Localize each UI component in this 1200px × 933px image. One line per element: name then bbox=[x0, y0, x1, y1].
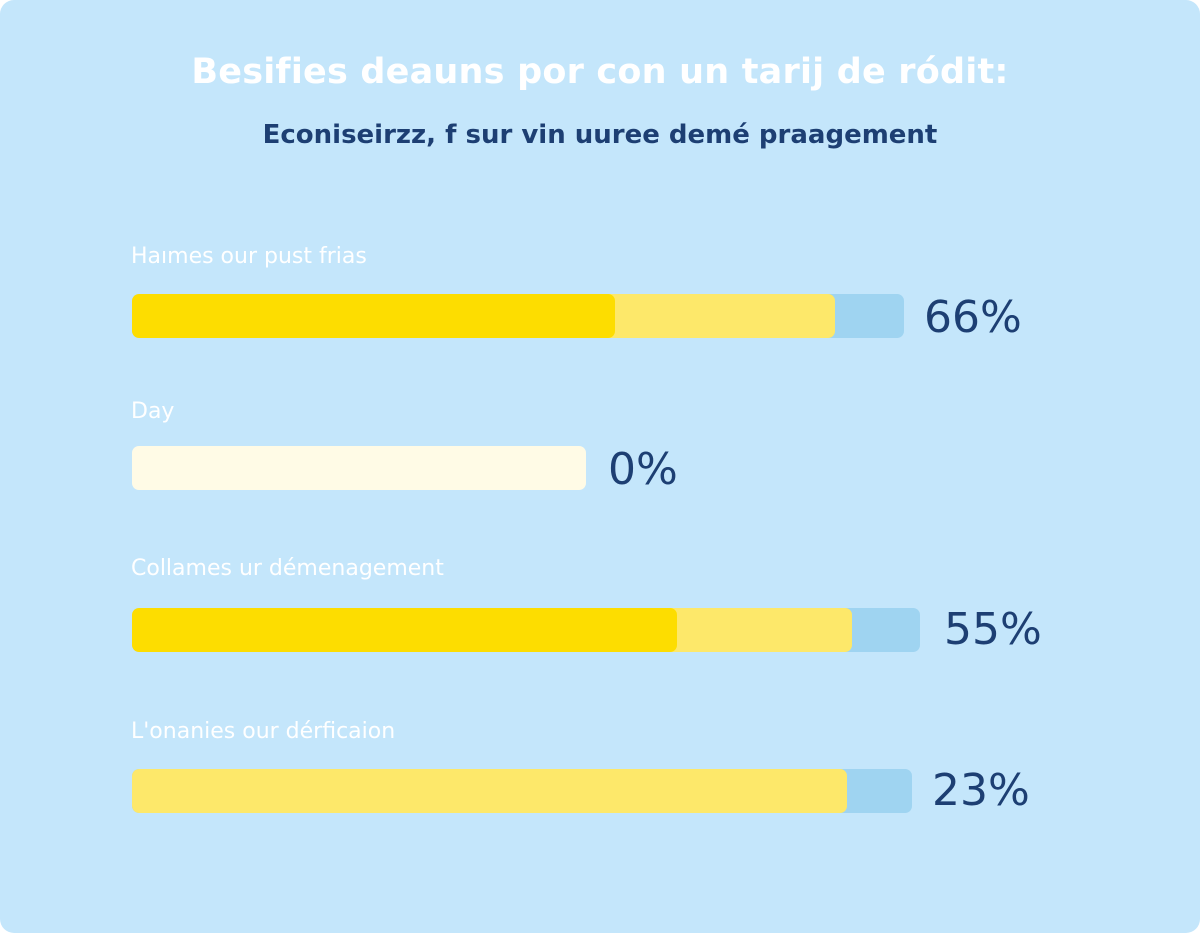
bar-fill-1 bbox=[132, 294, 615, 338]
bar-value-3: 55% bbox=[944, 604, 1042, 655]
bar-label-3: Collames ur démenagement bbox=[131, 556, 444, 581]
bar-fill-light-4 bbox=[132, 769, 847, 813]
bar-label-2: Day bbox=[131, 399, 175, 424]
chart-subtitle: Econiseirzz, f sur vin uuree demé praage… bbox=[262, 120, 938, 150]
chart-title: Besifies deauns por con un tarij de ródi… bbox=[191, 52, 1009, 92]
bar-track-1 bbox=[132, 294, 904, 338]
bar-value-1: 66% bbox=[924, 292, 1022, 343]
bar-value-4: 23% bbox=[932, 765, 1030, 816]
bar-track-2 bbox=[132, 446, 586, 490]
bar-track-4 bbox=[132, 769, 912, 813]
bar-label-1: Haımes our pust frias bbox=[131, 244, 367, 269]
bar-track-3 bbox=[132, 608, 920, 652]
bar-fill-3 bbox=[132, 608, 677, 652]
bar-label-4: L'onanies our dérficaion bbox=[131, 719, 396, 744]
bar-value-2: 0% bbox=[608, 444, 678, 495]
